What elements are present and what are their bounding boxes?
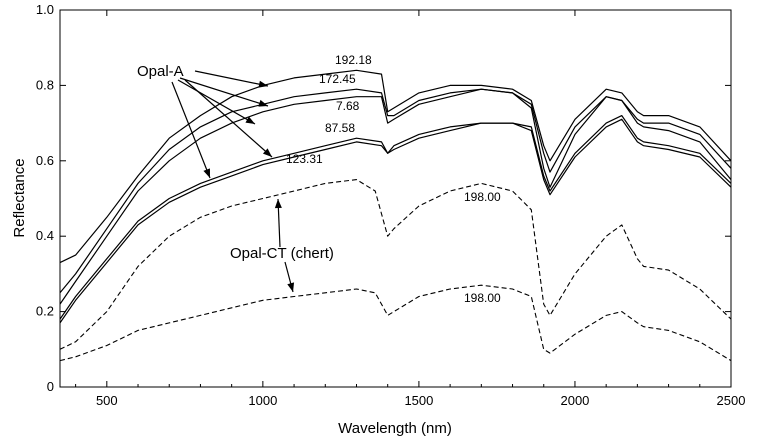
opal-a-arrow — [177, 79, 256, 125]
annotation-arrow-layer — [171, 70, 295, 293]
series-label-1: 172.45 — [319, 72, 356, 86]
series-layer — [59, 69, 732, 362]
series-line-0 — [59, 69, 732, 264]
opal-a-annotation: Opal-A — [137, 63, 184, 80]
opal-ct-annotation: Opal-CT (chert) — [230, 245, 334, 262]
opal-a-arrow — [171, 81, 211, 179]
x-tick-label: 2500 — [717, 393, 746, 408]
y-tick-label: 0.4 — [36, 228, 54, 243]
y-tick-label: 0 — [47, 379, 54, 394]
opal-a-arrow — [184, 79, 273, 158]
y-tick-label: 0.2 — [36, 304, 54, 319]
series-line-3 — [59, 114, 732, 320]
series-label-4: 123.31 — [286, 152, 323, 166]
opal-a-arrow — [194, 70, 269, 88]
y-tick-label: 0.8 — [36, 77, 54, 92]
series-label-0: 192.18 — [335, 53, 372, 67]
x-tick-label: 1500 — [404, 393, 433, 408]
series-label-layer: 192.18 172.45 7.68 87.58 123.31 198.00 198.00 — [286, 53, 501, 305]
series-label-5: 198.00 — [464, 190, 501, 204]
series-label-3: 87.58 — [325, 121, 355, 135]
x-tick-label: 2000 — [560, 393, 589, 408]
opal-a-arrow — [179, 77, 269, 107]
x-tick-label: 500 — [96, 393, 118, 408]
x-axis-title: Wavelength (nm) — [338, 420, 452, 437]
x-tick-label: 1000 — [248, 393, 277, 408]
opal-ct-arrow — [284, 261, 295, 293]
series-line-4 — [59, 118, 732, 324]
y-tick-label: 1.0 — [36, 2, 54, 17]
series-label-2: 7.68 — [336, 99, 360, 113]
series-line-2 — [59, 88, 732, 305]
series-line-1 — [59, 88, 732, 294]
y-tick-label: 0.6 — [36, 153, 54, 168]
series-line-6 — [59, 284, 732, 362]
series-label-6: 198.00 — [464, 291, 501, 305]
series-line-5 — [59, 179, 732, 350]
tick-layer: 500 1000 1500 2000 2500 0 0.2 0.4 0.6 0.8 1.0 — [36, 2, 746, 408]
y-axis-title: Reflectance — [11, 158, 28, 237]
opal-ct-arrow — [274, 198, 282, 248]
plot-frame — [59, 9, 732, 388]
